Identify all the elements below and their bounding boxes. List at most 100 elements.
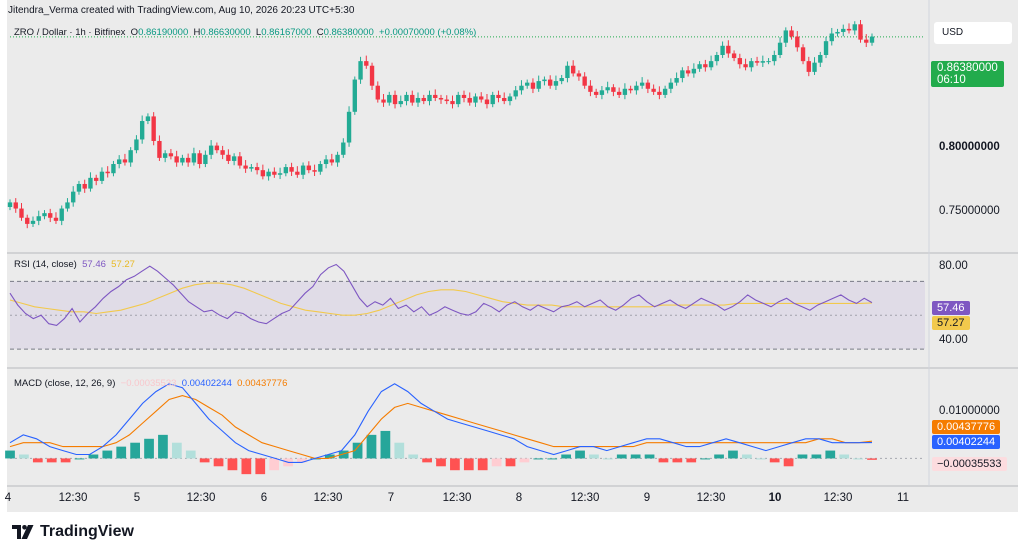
macd-histogram-bar	[630, 454, 641, 459]
candle-body	[323, 159, 329, 165]
candle-body	[662, 88, 668, 95]
macd-legend: MACD (close, 12, 26, 9) −0.00035533 0.00…	[14, 378, 287, 389]
symbol-ohlc-legend: ZRO / Dollar · 1h · Bitfinex O0.86190000…	[14, 27, 476, 38]
candle-body	[622, 88, 628, 95]
open-value: 0.86190000	[138, 27, 189, 38]
candle-body	[772, 54, 777, 62]
candle-body	[185, 157, 191, 163]
macd-histogram-bar	[380, 430, 391, 459]
macd-histogram-bar	[616, 454, 627, 459]
rsi-axis-tick: 40.00	[939, 334, 968, 346]
candle-body	[111, 164, 116, 174]
macd-histogram-bar	[853, 458, 863, 460]
candle-body	[444, 99, 449, 102]
candle-body	[99, 171, 105, 181]
candle-body	[542, 79, 547, 82]
candle-body	[553, 81, 559, 86]
macd-histogram-bar	[714, 454, 724, 459]
candle-body	[593, 91, 599, 95]
macd-title: MACD (close, 12, 26, 9)	[14, 378, 116, 389]
close-label: C	[316, 27, 324, 38]
candle-body	[456, 94, 461, 105]
high-label: H	[193, 27, 201, 38]
macd-histogram-bar	[46, 458, 57, 463]
candle-body	[789, 30, 794, 37]
brand: TradingView	[12, 523, 134, 541]
candle-body	[697, 64, 702, 69]
candle-body	[122, 159, 128, 163]
candle-body	[375, 85, 380, 100]
candle-body	[398, 101, 403, 105]
candle-body	[410, 94, 415, 103]
candle-body	[749, 61, 754, 68]
macd-signal-line	[9, 395, 873, 459]
macd-line	[9, 383, 873, 463]
candle-body	[300, 165, 306, 175]
candle-body	[628, 88, 633, 91]
candle-body	[415, 97, 421, 103]
macd-histogram-bar	[839, 454, 850, 459]
candle-body	[318, 164, 323, 172]
candle-body	[484, 99, 490, 105]
macd-histogram-bar	[728, 450, 738, 459]
macd-histogram-bar	[769, 458, 780, 463]
macd-histogram-bar	[742, 454, 752, 459]
candle-body	[576, 73, 582, 77]
price-axis-tick: 0.80000000	[939, 141, 1000, 153]
candle-body	[364, 61, 369, 66]
high-value: 0.86630000	[200, 27, 251, 38]
macd-histogram-bar	[227, 458, 238, 471]
candle-body	[260, 170, 266, 177]
macd-line-value: 0.00402244	[181, 378, 232, 389]
candle-body	[835, 31, 840, 34]
candle-body	[570, 65, 576, 74]
candle-body	[369, 65, 375, 86]
brand-name: TradingView	[40, 523, 134, 540]
macd-histogram-bar	[491, 458, 502, 467]
rsi-ma-line	[9, 282, 873, 316]
candle-body	[714, 54, 720, 62]
macd-histogram-bar	[436, 458, 446, 467]
last-price-badge: 0.86380000 06:10	[931, 61, 1004, 87]
candle-body	[743, 64, 748, 68]
candle-body	[599, 90, 605, 95]
candle-body	[13, 202, 18, 209]
candle-body	[312, 170, 317, 172]
candle-body	[237, 156, 243, 166]
candle-body	[823, 41, 829, 55]
candle-body	[76, 183, 82, 192]
macd-histogram-bar	[686, 458, 697, 463]
macd-histogram-bar	[130, 442, 140, 459]
rsi-value-badge: 57.46	[932, 301, 970, 315]
candle-body	[352, 79, 357, 112]
candle-body	[582, 76, 587, 86]
macd-histogram-bar	[269, 458, 280, 471]
candle-body	[852, 24, 857, 31]
attribution-text: Jitendra_Verma created with TradingView.…	[8, 5, 355, 16]
candle-body	[433, 94, 438, 98]
candle-body	[226, 154, 231, 161]
candle-body	[243, 165, 248, 169]
candle-body	[668, 82, 674, 89]
chart-area[interactable]	[7, 0, 1018, 512]
time-axis-tick: 12:30	[442, 492, 472, 504]
candle-body	[490, 94, 495, 105]
candle-body	[329, 159, 334, 163]
time-axis-tick: 7	[387, 492, 395, 504]
time-axis-tick: 5	[133, 492, 141, 504]
candle-body	[864, 39, 869, 43]
candle-body	[812, 62, 817, 72]
change-value: +0.00070000 (+0.08%)	[379, 27, 477, 38]
macd-histogram-bar	[589, 454, 599, 459]
low-value: 0.86167000	[261, 27, 312, 38]
candle-body	[42, 213, 47, 217]
candle-body	[48, 213, 53, 218]
candle-body	[616, 91, 622, 95]
candle-body	[157, 140, 162, 158]
candle-body	[174, 156, 179, 163]
candle-body	[726, 45, 731, 54]
currency-button[interactable]: USD	[934, 22, 1012, 44]
candle-body	[651, 88, 656, 92]
candle-body	[65, 202, 70, 209]
candle-body	[254, 167, 260, 171]
